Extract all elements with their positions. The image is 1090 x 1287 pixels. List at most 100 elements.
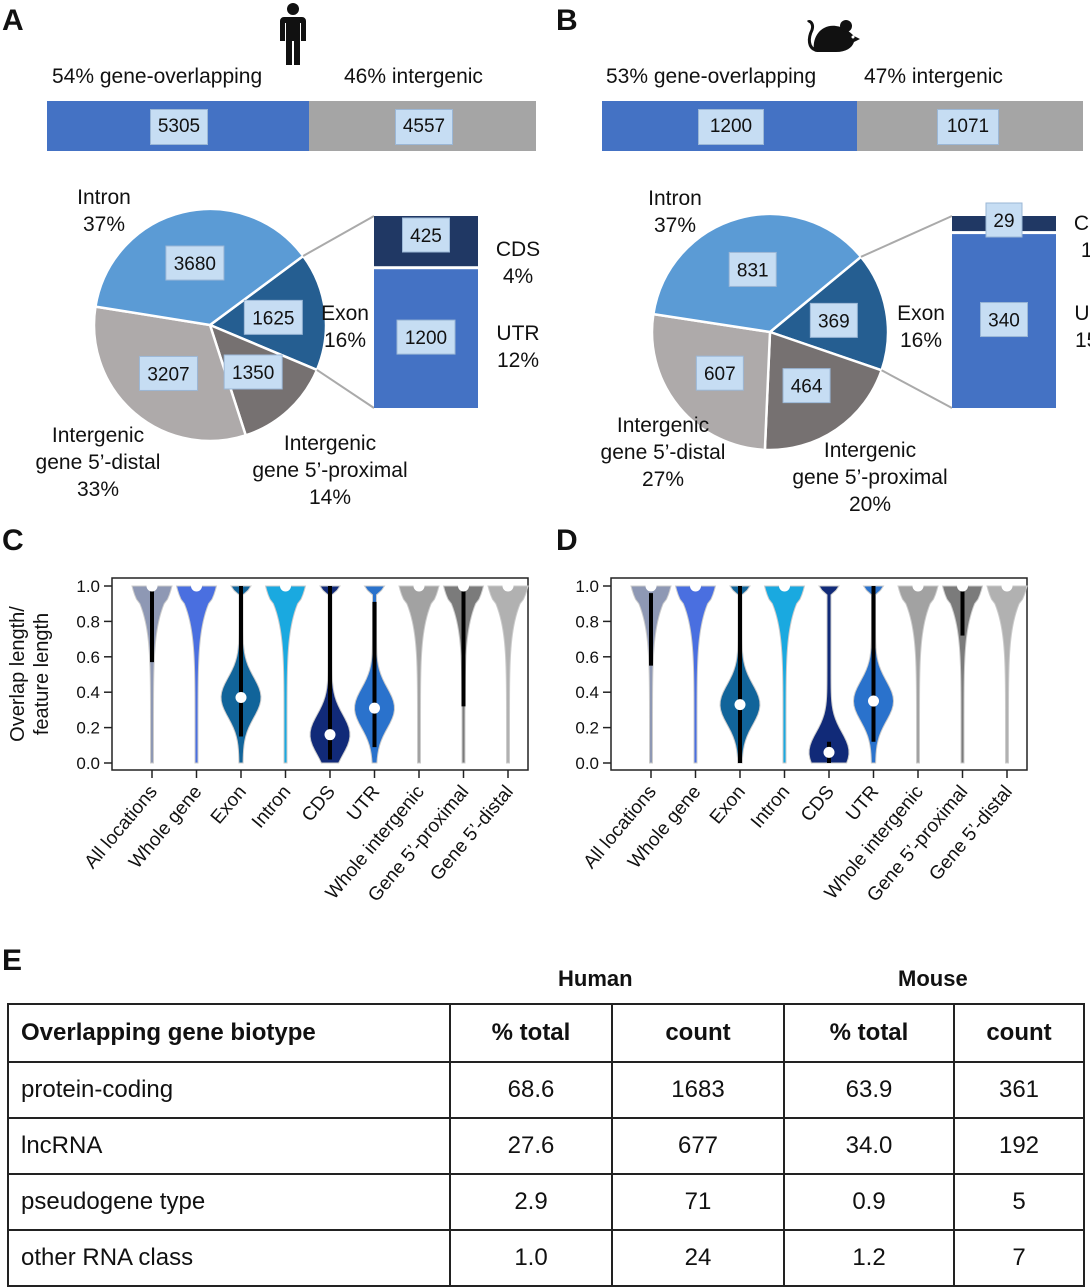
exon-value-utr: 1200 (396, 319, 456, 355)
table-cell: 7 (953, 1229, 1085, 1287)
pie-value-0: 831 (728, 251, 777, 287)
a-stacked-bar: 5305 4557 (47, 101, 536, 151)
exon-label-utr-line: UTR (1074, 302, 1090, 325)
violin-1 (175, 585, 218, 764)
b-bar-value-gene-overlap: 1200 (698, 109, 764, 145)
human-icon (280, 3, 306, 65)
x-tick-label: UTR (343, 782, 384, 825)
violin-0 (630, 585, 672, 764)
x-tick-label: Intron (747, 782, 794, 833)
pie-value-3: 607 (695, 355, 744, 391)
x-tick-label: Intron (248, 782, 295, 833)
y-axis-label-line: Overlap length/ (7, 606, 29, 742)
table-cell: 1.0 (449, 1229, 613, 1287)
exon-value-utr-text: 1200 (405, 328, 447, 349)
pie-value-1-text: 1625 (252, 308, 294, 329)
pie-value-0-text: 831 (737, 260, 769, 281)
pie-label-exon-line: Exon (321, 302, 369, 325)
pie-value-1: 369 (809, 302, 858, 338)
violin-median-3 (280, 580, 291, 592)
panel-label-b: B (556, 4, 578, 37)
violin-median-7 (458, 580, 469, 592)
y-tick-label: 0.4 (575, 683, 599, 702)
violin-median-1 (191, 580, 202, 592)
exon-value-cds: 29 (985, 202, 1023, 238)
panel-label-d: D (556, 524, 578, 557)
pie-value-2-box (223, 354, 283, 390)
violin-3 (763, 585, 806, 764)
exon-connector-top (860, 215, 953, 258)
table-cell: 71 (611, 1173, 785, 1231)
b-stacked-bar: 1200 1071 (602, 101, 1090, 151)
y-tick-label: 0.8 (76, 612, 100, 631)
exon-label-utr-line: 15% (1075, 329, 1090, 352)
pie-value-1: 1625 (243, 299, 303, 335)
exon-value-utr: 340 (980, 302, 1028, 338)
exon-connector-bottom (881, 369, 953, 409)
exon-label-cds: CDS 4% (496, 238, 540, 288)
violin-median-5 (369, 702, 380, 714)
table-header-cell: count (953, 1003, 1085, 1063)
a-bar-value-gene-overlap: 5305 (150, 109, 208, 145)
violin-4 (808, 585, 850, 764)
table-header-row: Overlapping gene biotype % total count %… (7, 1003, 1085, 1063)
table-group-mouse: Mouse (898, 966, 968, 991)
a-intergenic-label: 46% intergenic (344, 65, 483, 88)
pie-label-distal-line: 33% (77, 478, 119, 501)
pie-value-0: 3680 (165, 245, 225, 281)
pie-label-proximal-line: 14% (309, 486, 351, 509)
table-cell: 68.6 (449, 1061, 613, 1119)
exon-value-utr-text: 340 (988, 311, 1020, 332)
exon-value-utr-box (980, 302, 1028, 338)
pie-label-intron-line: Intron (77, 186, 131, 209)
y-tick-label: 0.2 (76, 719, 100, 738)
pie-label-exon: Exon 16% (897, 302, 945, 352)
b-intergenic-label: 47% intergenic (864, 65, 1003, 88)
table-cell: 677 (611, 1117, 785, 1175)
y-tick-label: 1.0 (575, 577, 599, 596)
x-tick-label: Exon (706, 782, 750, 829)
table-header-cell: % total (449, 1003, 613, 1063)
a-pie-chart: 1625 1350 3207 3680 425 1200 CDS 4% UTR 12% Intron… (36, 186, 541, 509)
pie-value-1-box (243, 299, 303, 335)
violin-median-4 (324, 729, 336, 741)
panel-label-c: C (2, 524, 24, 557)
exon-label-utr: UTR 15% (1074, 302, 1090, 352)
pie-value-2: 464 (782, 368, 831, 404)
exon-label-cds-line: 4% (503, 265, 533, 288)
table-header-cell: count (611, 1003, 785, 1063)
exon-connector-bottom (316, 369, 375, 409)
violin-8 (487, 585, 529, 764)
table-header-cell: % total (783, 1003, 955, 1063)
exon-value-cds-text: 29 (993, 211, 1014, 232)
pie-label-intron-line: 37% (83, 213, 125, 236)
a-bar-value-intergenic: 4557 (395, 109, 453, 145)
pie-value-0-text: 3680 (174, 254, 216, 275)
pie-value-3-box (138, 355, 198, 391)
violin-median-6 (912, 580, 924, 592)
y-axis-label-line: feature length (31, 613, 53, 735)
y-tick-label: 0.6 (575, 648, 599, 667)
violin-6 (398, 585, 440, 764)
table-cell: 0.9 (783, 1173, 955, 1231)
pie-value-2-box (782, 368, 831, 404)
exon-label-cds-line: CDS (496, 238, 540, 261)
table-cell: 27.6 (449, 1117, 613, 1175)
pie-label-exon-line: 16% (324, 329, 366, 352)
pie-value-2: 1350 (223, 354, 283, 390)
pie-label-distal-line: gene 5’-distal (36, 451, 161, 474)
table-cell: 2.9 (449, 1173, 613, 1231)
table-cell: other RNA class (7, 1229, 451, 1287)
pie-label-proximal-line: Intergenic (284, 432, 376, 455)
pie-value-3-box (695, 355, 744, 391)
x-tick-label: CDS (298, 782, 340, 826)
table-row: lncRNA 27.6 677 34.0 192 (7, 1117, 1085, 1175)
b-pie-chart: 369 464 607 831 29 340 CDS 1% UTR 15% Intron 37% Exo… (601, 187, 1090, 516)
mouse-icon (806, 20, 860, 52)
exon-label-cds-line: 1% (1081, 239, 1090, 262)
violin-1 (674, 585, 717, 764)
table-cell: 5 (953, 1173, 1085, 1231)
biotype-table: Overlapping gene biotype % total count %… (7, 1003, 1085, 1287)
table-cell: pseudogene type (7, 1173, 451, 1231)
